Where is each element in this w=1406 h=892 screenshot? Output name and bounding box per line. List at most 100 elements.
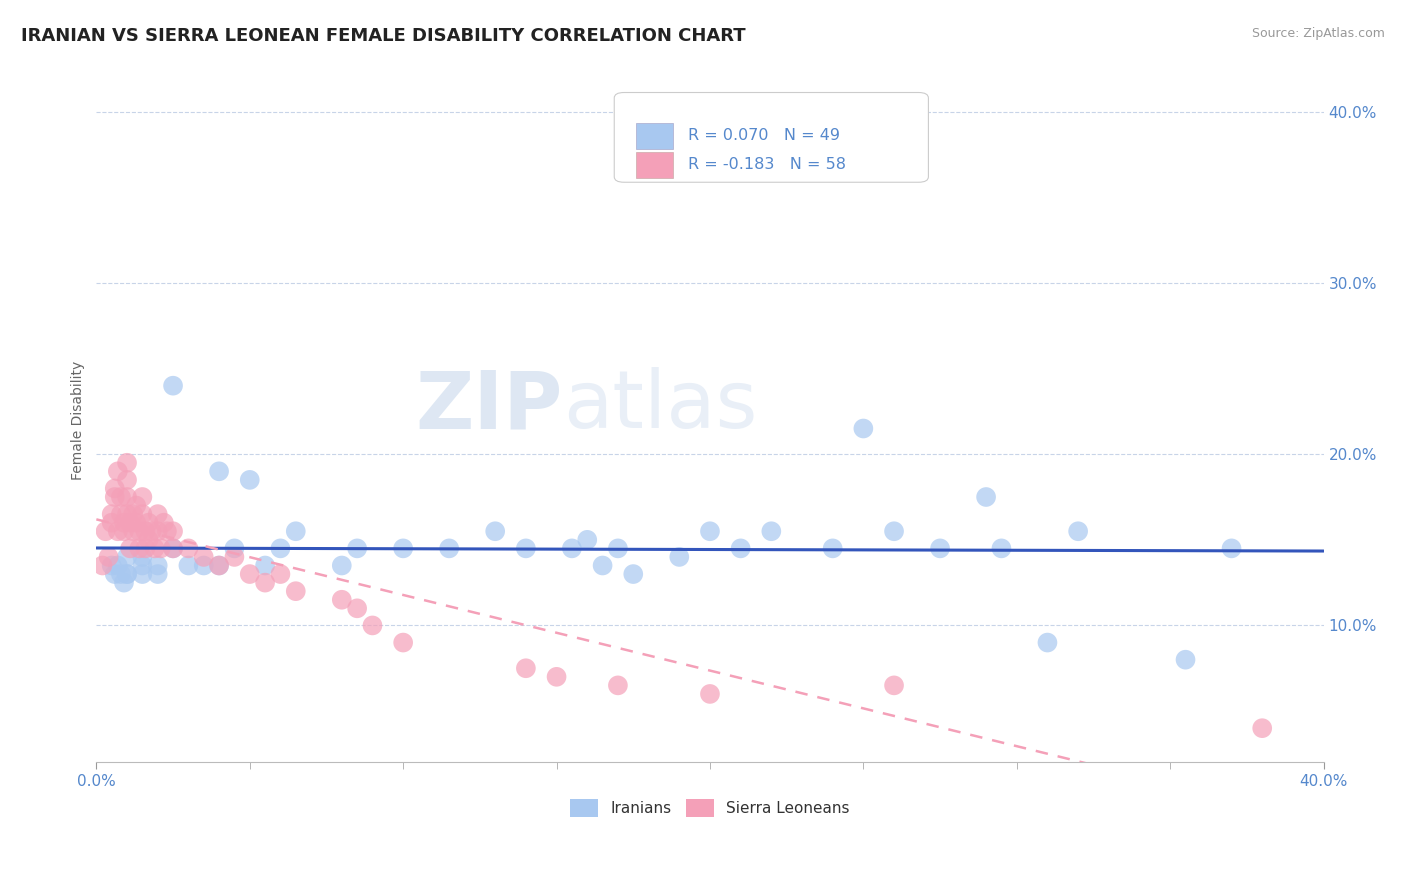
Point [699,524,721,539]
Text: R = -0.183   N = 58: R = -0.183 N = 58 [688,158,846,172]
Point [224,541,246,556]
Point [104,567,127,582]
Point [239,473,262,487]
Point [269,541,291,556]
Point [208,464,231,478]
Point [576,533,599,547]
Point [346,541,368,556]
Point [107,464,129,478]
Point [515,661,537,675]
Point [146,524,169,539]
Point [122,507,145,521]
Bar [637,123,673,149]
Point [134,541,156,556]
Point [1036,635,1059,649]
Point [284,524,307,539]
Point [115,490,138,504]
Text: Source: ZipAtlas.com: Source: ZipAtlas.com [1251,27,1385,40]
Point [146,567,169,582]
Point [112,575,135,590]
Point [254,575,277,590]
Point [699,687,721,701]
Point [1067,524,1090,539]
Point [254,558,277,573]
Point [112,516,135,530]
Point [392,635,415,649]
Point [153,516,176,530]
Point [177,558,200,573]
Point [128,524,150,539]
Point [107,524,129,539]
Point [392,541,415,556]
Point [120,541,142,556]
Point [115,567,138,582]
Point [1220,541,1243,556]
Point [193,549,215,564]
Point [883,524,905,539]
Point [120,516,142,530]
Point [134,524,156,539]
Point [100,507,122,521]
Text: IRANIAN VS SIERRA LEONEAN FEMALE DISABILITY CORRELATION CHART: IRANIAN VS SIERRA LEONEAN FEMALE DISABIL… [21,27,745,45]
Point [156,524,179,539]
Point [269,567,291,582]
Point [143,541,166,556]
Point [110,507,132,521]
Point [515,541,537,556]
Point [883,678,905,692]
Point [361,618,384,632]
Point [346,601,368,615]
Point [929,541,952,556]
Point [122,524,145,539]
Point [131,507,153,521]
Point [592,558,614,573]
Point [208,558,231,573]
Point [1251,721,1274,735]
Y-axis label: Female Disability: Female Disability [72,360,86,480]
Point [131,558,153,573]
Point [131,490,153,504]
Point [561,541,583,556]
FancyBboxPatch shape [614,93,928,182]
Point [115,567,138,582]
Point [115,473,138,487]
Point [177,541,200,556]
Point [128,541,150,556]
Point [606,678,628,692]
Point [125,499,148,513]
Text: atlas: atlas [562,368,756,445]
Point [131,567,153,582]
Point [107,558,129,573]
Point [115,507,138,521]
Point [94,524,117,539]
Point [162,541,184,556]
Point [100,558,122,573]
Point [606,541,628,556]
Point [104,490,127,504]
Point [110,567,132,582]
Point [112,524,135,539]
Point [138,516,160,530]
Point [115,456,138,470]
Point [852,421,875,435]
Point [484,524,506,539]
Point [224,549,246,564]
Point [730,541,752,556]
Point [149,541,172,556]
Point [546,670,568,684]
Point [97,549,120,564]
Bar [637,152,673,178]
Point [974,490,997,504]
Point [162,541,184,556]
Point [100,516,122,530]
Point [162,524,184,539]
Text: R = 0.070   N = 49: R = 0.070 N = 49 [688,128,839,144]
Point [330,592,353,607]
Point [761,524,783,539]
Point [162,378,184,392]
Point [330,558,353,573]
Point [621,567,644,582]
Point [239,567,262,582]
Point [110,490,132,504]
Point [104,482,127,496]
